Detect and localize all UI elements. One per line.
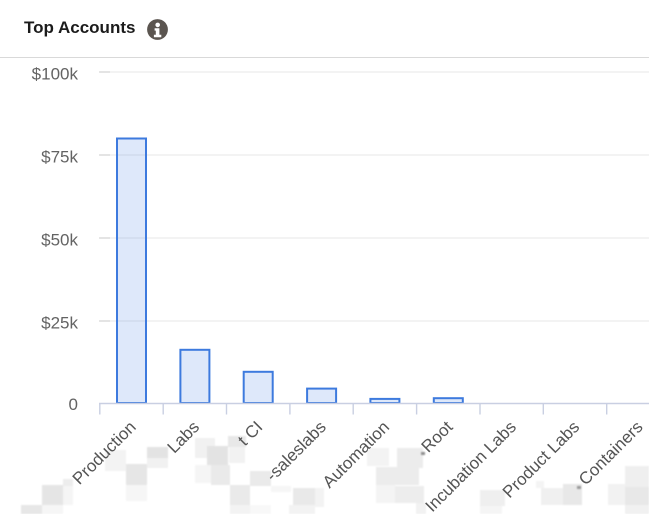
svg-text:$50k: $50k bbox=[41, 231, 78, 250]
svg-text:-saleslabs: -saleslabs bbox=[262, 417, 330, 485]
svg-text:0: 0 bbox=[69, 395, 78, 414]
svg-text:$25k: $25k bbox=[41, 314, 78, 333]
svg-text:$75k: $75k bbox=[41, 148, 78, 167]
svg-text:Root: Root bbox=[418, 417, 457, 456]
svg-text:$100k: $100k bbox=[32, 65, 79, 84]
